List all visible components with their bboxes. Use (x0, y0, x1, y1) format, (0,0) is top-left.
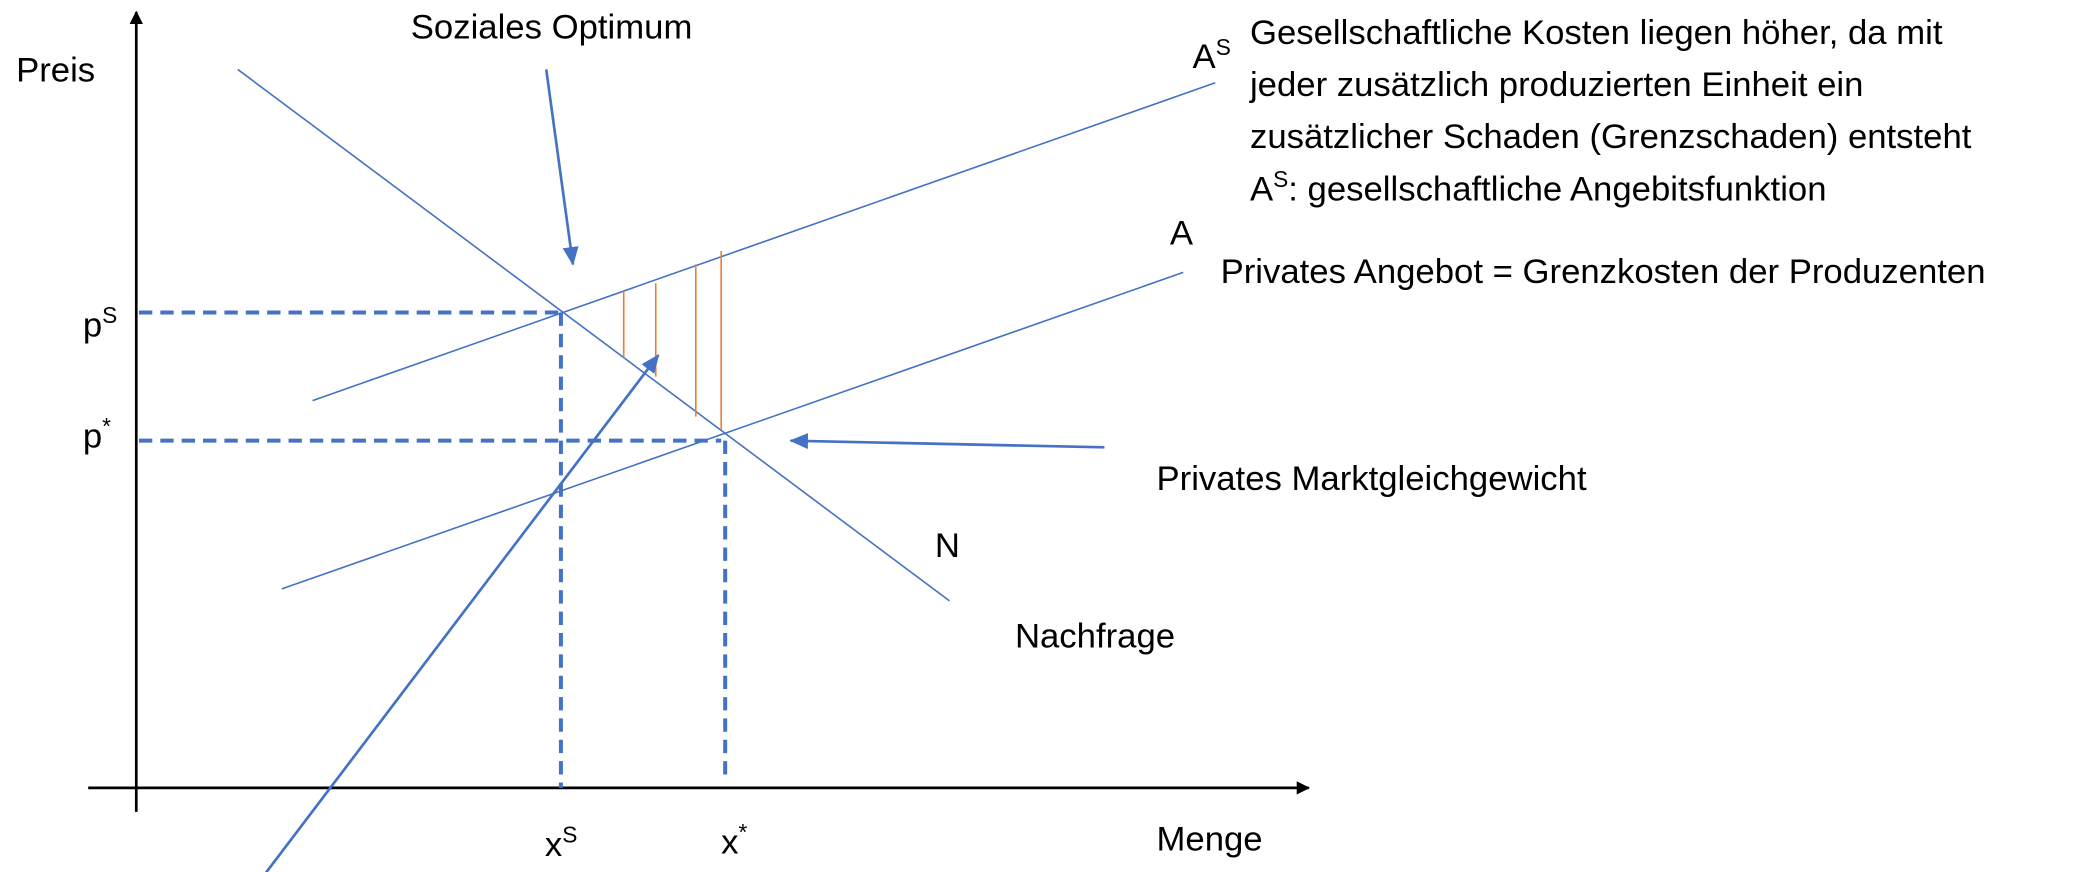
label: Soziales Optimum (411, 9, 693, 47)
annotation: jeder zusätzlich produzierten Einheit ei… (1249, 66, 1863, 104)
guide-lines (138, 310, 728, 788)
label: A (1170, 214, 1194, 252)
arrow (264, 354, 660, 872)
private-supply-line (281, 271, 1184, 590)
social-supply-line (312, 82, 1216, 402)
demand-line (237, 68, 950, 602)
annotation: AS: gesellschaftliche Angebitsfunktion (1250, 166, 1827, 208)
label: Nachfrage (1015, 618, 1175, 656)
label: Privates Angebot = Grenzkosten der Produ… (1221, 253, 1986, 291)
label: x* (721, 819, 747, 861)
label: xS (545, 822, 578, 864)
label: pS (83, 302, 117, 344)
label: p* (83, 413, 111, 455)
damage-lines (622, 251, 722, 430)
y-label: Preis (16, 51, 95, 89)
x-label: Menge (1157, 821, 1263, 859)
annotation: zusätzlicher Schaden (Grenzschaden) ents… (1250, 118, 1972, 156)
arrow (544, 69, 579, 266)
label: N (935, 527, 960, 565)
label: Privates Marktgleichgewicht (1157, 460, 1587, 498)
annotation: Gesellschaftliche Kosten liegen höher, d… (1250, 14, 1943, 52)
label: AS (1193, 34, 1231, 76)
arrow (789, 433, 1105, 450)
